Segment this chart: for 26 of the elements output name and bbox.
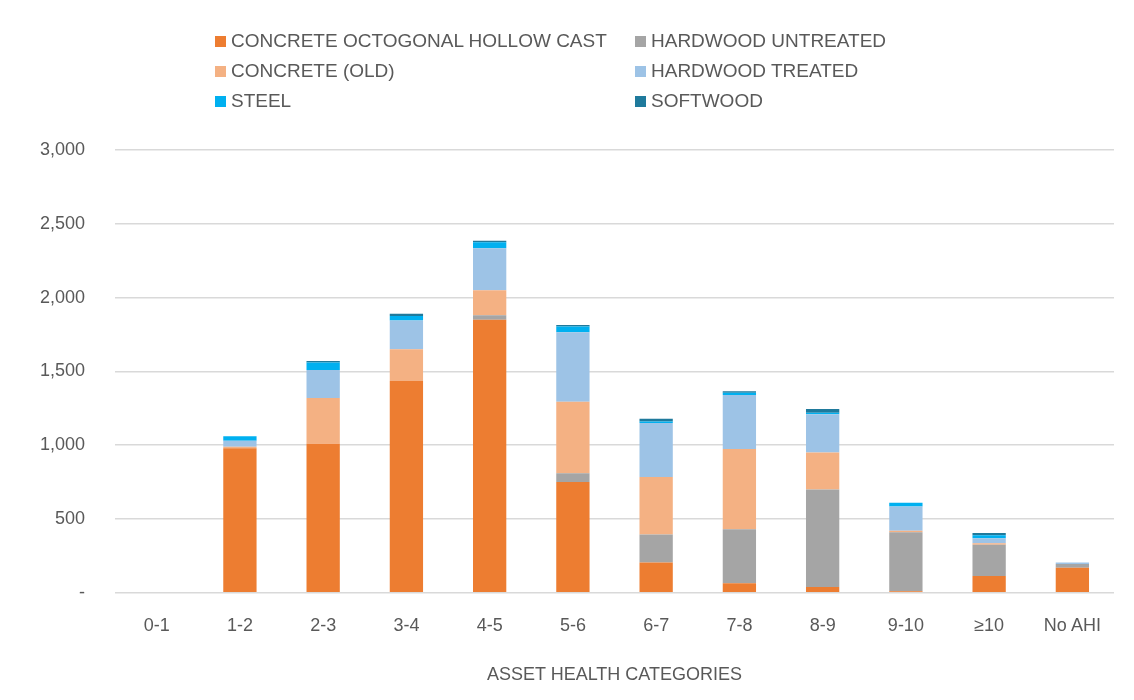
x-tick-label: 6-7	[643, 614, 670, 635]
x-tick-label: 7-8	[726, 614, 753, 635]
legend-label: STEEL	[231, 90, 292, 112]
x-tick-label: No AHI	[1043, 614, 1101, 635]
y-tick-label: 1,000	[40, 434, 86, 455]
x-tick-label: 0-1	[143, 614, 170, 635]
legend-label: CONCRETE OCTOGONAL HOLLOW CAST	[231, 30, 607, 52]
y-tick-label: -	[79, 581, 86, 602]
y-tick-label: 1,500	[40, 360, 86, 381]
x-tick-label: 9-10	[887, 614, 924, 635]
x-tick-label: 4-5	[476, 614, 503, 635]
y-tick-label: 3,000	[40, 138, 86, 159]
legend-label: SOFTWOOD	[651, 90, 763, 112]
legend-label: HARDWOOD UNTREATED	[651, 30, 887, 52]
x-axis-title: ASSET HEALTH CATEGORIES	[486, 664, 743, 685]
legend-label: HARDWOOD TREATED	[651, 60, 859, 82]
y-tick-label: 2,000	[40, 286, 86, 307]
y-tick-label: 500	[55, 507, 86, 528]
x-tick-label: 1-2	[226, 614, 253, 635]
x-tick-label: 8-9	[809, 614, 836, 635]
y-tick-label: 2,500	[40, 212, 86, 233]
x-tick-label: 5-6	[559, 614, 586, 635]
x-tick-label: 2-3	[310, 614, 337, 635]
legend-label: CONCRETE (OLD)	[231, 60, 395, 82]
x-tick-label: 3-4	[393, 614, 420, 635]
x-tick-label: ≥10	[974, 614, 1005, 635]
